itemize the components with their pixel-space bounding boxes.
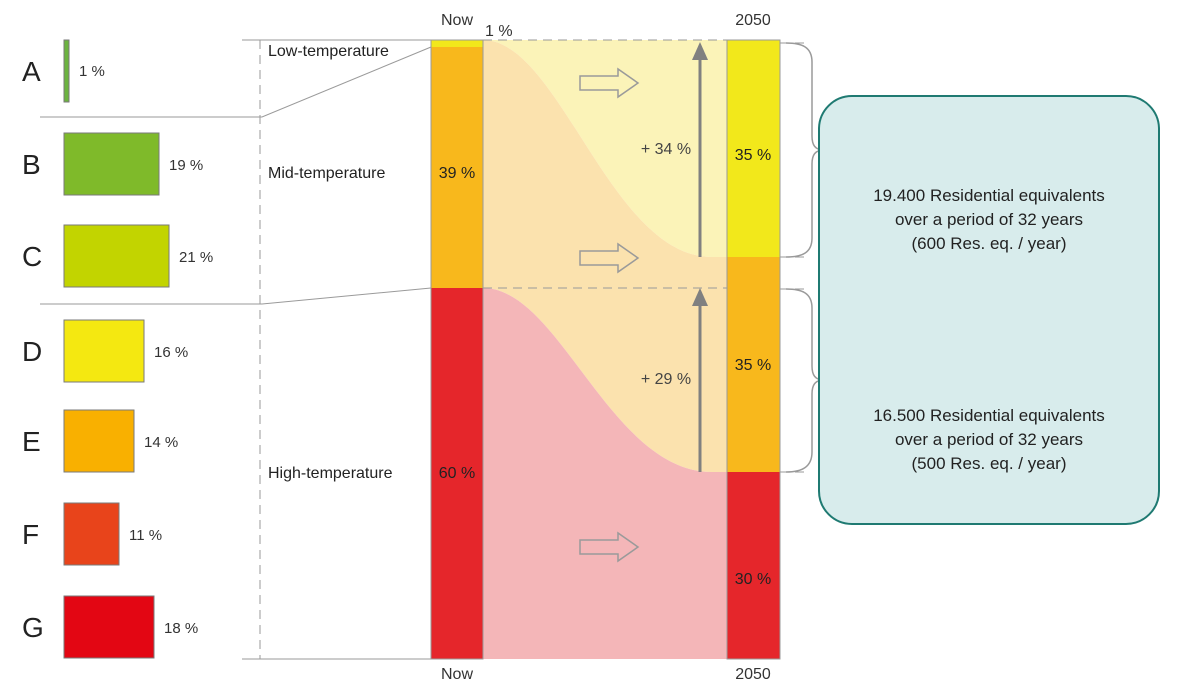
transition-2-text: 16.500 Residential equivalents over a pe… <box>818 404 1160 476</box>
energy-label-percent-g: 18 % <box>164 620 198 637</box>
energy-label-bar-c <box>63 224 170 288</box>
transition-1-line-2: over a period of 32 years <box>894 210 1084 229</box>
transition-info-panel <box>818 95 1160 525</box>
future-mid-lower-percent: 35 % <box>735 357 771 374</box>
transition-2-line-2: over a period of 32 years <box>894 430 1084 449</box>
future-mid-upper-percent: 35 % <box>735 147 771 164</box>
energy-label-letter-b: B <box>22 149 41 180</box>
energy-label-percent-d: 16 % <box>154 344 188 361</box>
energy-label-letter-c: C <box>22 241 42 272</box>
low-temperature-flow <box>483 40 727 257</box>
energy-label-bar-g <box>63 595 155 659</box>
energy-label-percent-e: 14 % <box>144 434 178 451</box>
energy-label-percent-a: 1 % <box>79 63 105 80</box>
change-arrow-up-mid <box>692 42 708 257</box>
energy-label-bar-a <box>63 39 70 103</box>
mid-change-label: + 34 % <box>641 141 691 158</box>
transition-1-line-3: (600 Res. eq. / year) <box>911 234 1067 253</box>
future-top-label: 2050 <box>735 12 771 29</box>
connector-lines <box>40 39 432 660</box>
high-change-label: + 29 % <box>641 371 691 388</box>
transition-1-text: 19.400 Residential equivalents over a pe… <box>818 184 1160 256</box>
energy-label-bar-d <box>63 319 145 383</box>
high-temperature-label: High-temperature <box>268 465 393 482</box>
now-low-percent: 1 % <box>485 23 513 40</box>
future-high-segment <box>727 472 780 659</box>
future-high-percent: 30 % <box>735 571 771 588</box>
energy-label-percent-f: 11 % <box>129 527 162 544</box>
hollow-arrow-2 <box>579 242 640 274</box>
energy-label-bar-b <box>63 132 160 196</box>
future-low-segment <box>727 40 780 257</box>
low-temperature-label: Low-temperature <box>268 43 389 60</box>
energy-label-letter-f: F <box>22 519 39 550</box>
hollow-flow-arrows <box>579 67 640 563</box>
transition-2-line-1: 16.500 Residential equivalents <box>873 406 1105 425</box>
now-bottom-label: Now <box>441 666 473 683</box>
energy-label-letter-e: E <box>22 426 41 457</box>
now-top-label: Now <box>441 12 473 29</box>
energy-label-letter-g: G <box>22 612 44 643</box>
energy-label-bar-e <box>63 409 135 473</box>
future-mid-segment <box>727 257 780 472</box>
high-temperature-flow <box>483 288 727 659</box>
hollow-arrow-3 <box>579 531 640 563</box>
change-arrow-up-high <box>692 288 708 472</box>
energy-label-percent-c: 21 % <box>179 249 213 266</box>
mid-temperature-flow <box>483 40 727 472</box>
mid-temperature-label: Mid-temperature <box>268 165 385 182</box>
now-mid-percent: 39 % <box>439 165 475 182</box>
future-bottom-label: 2050 <box>735 666 771 683</box>
energy-label-distribution: A 1 % B 19 % C 21 % D 16 % E 14 % F 11 % G 18 % <box>22 39 213 659</box>
energy-label-percent-b: 19 % <box>169 157 203 174</box>
energy-label-letter-a: A <box>22 56 41 87</box>
now-high-percent: 60 % <box>439 465 475 482</box>
hollow-arrow-1 <box>579 67 640 99</box>
energy-label-bar-f <box>63 502 120 566</box>
energy-label-letter-d: D <box>22 336 42 367</box>
now-low-segment <box>431 40 483 47</box>
transition-1-line-1: 19.400 Residential equivalents <box>873 186 1105 205</box>
now-high-segment <box>431 288 483 659</box>
now-mid-segment <box>431 47 483 288</box>
transition-2-line-3: (500 Res. eq. / year) <box>911 454 1067 473</box>
